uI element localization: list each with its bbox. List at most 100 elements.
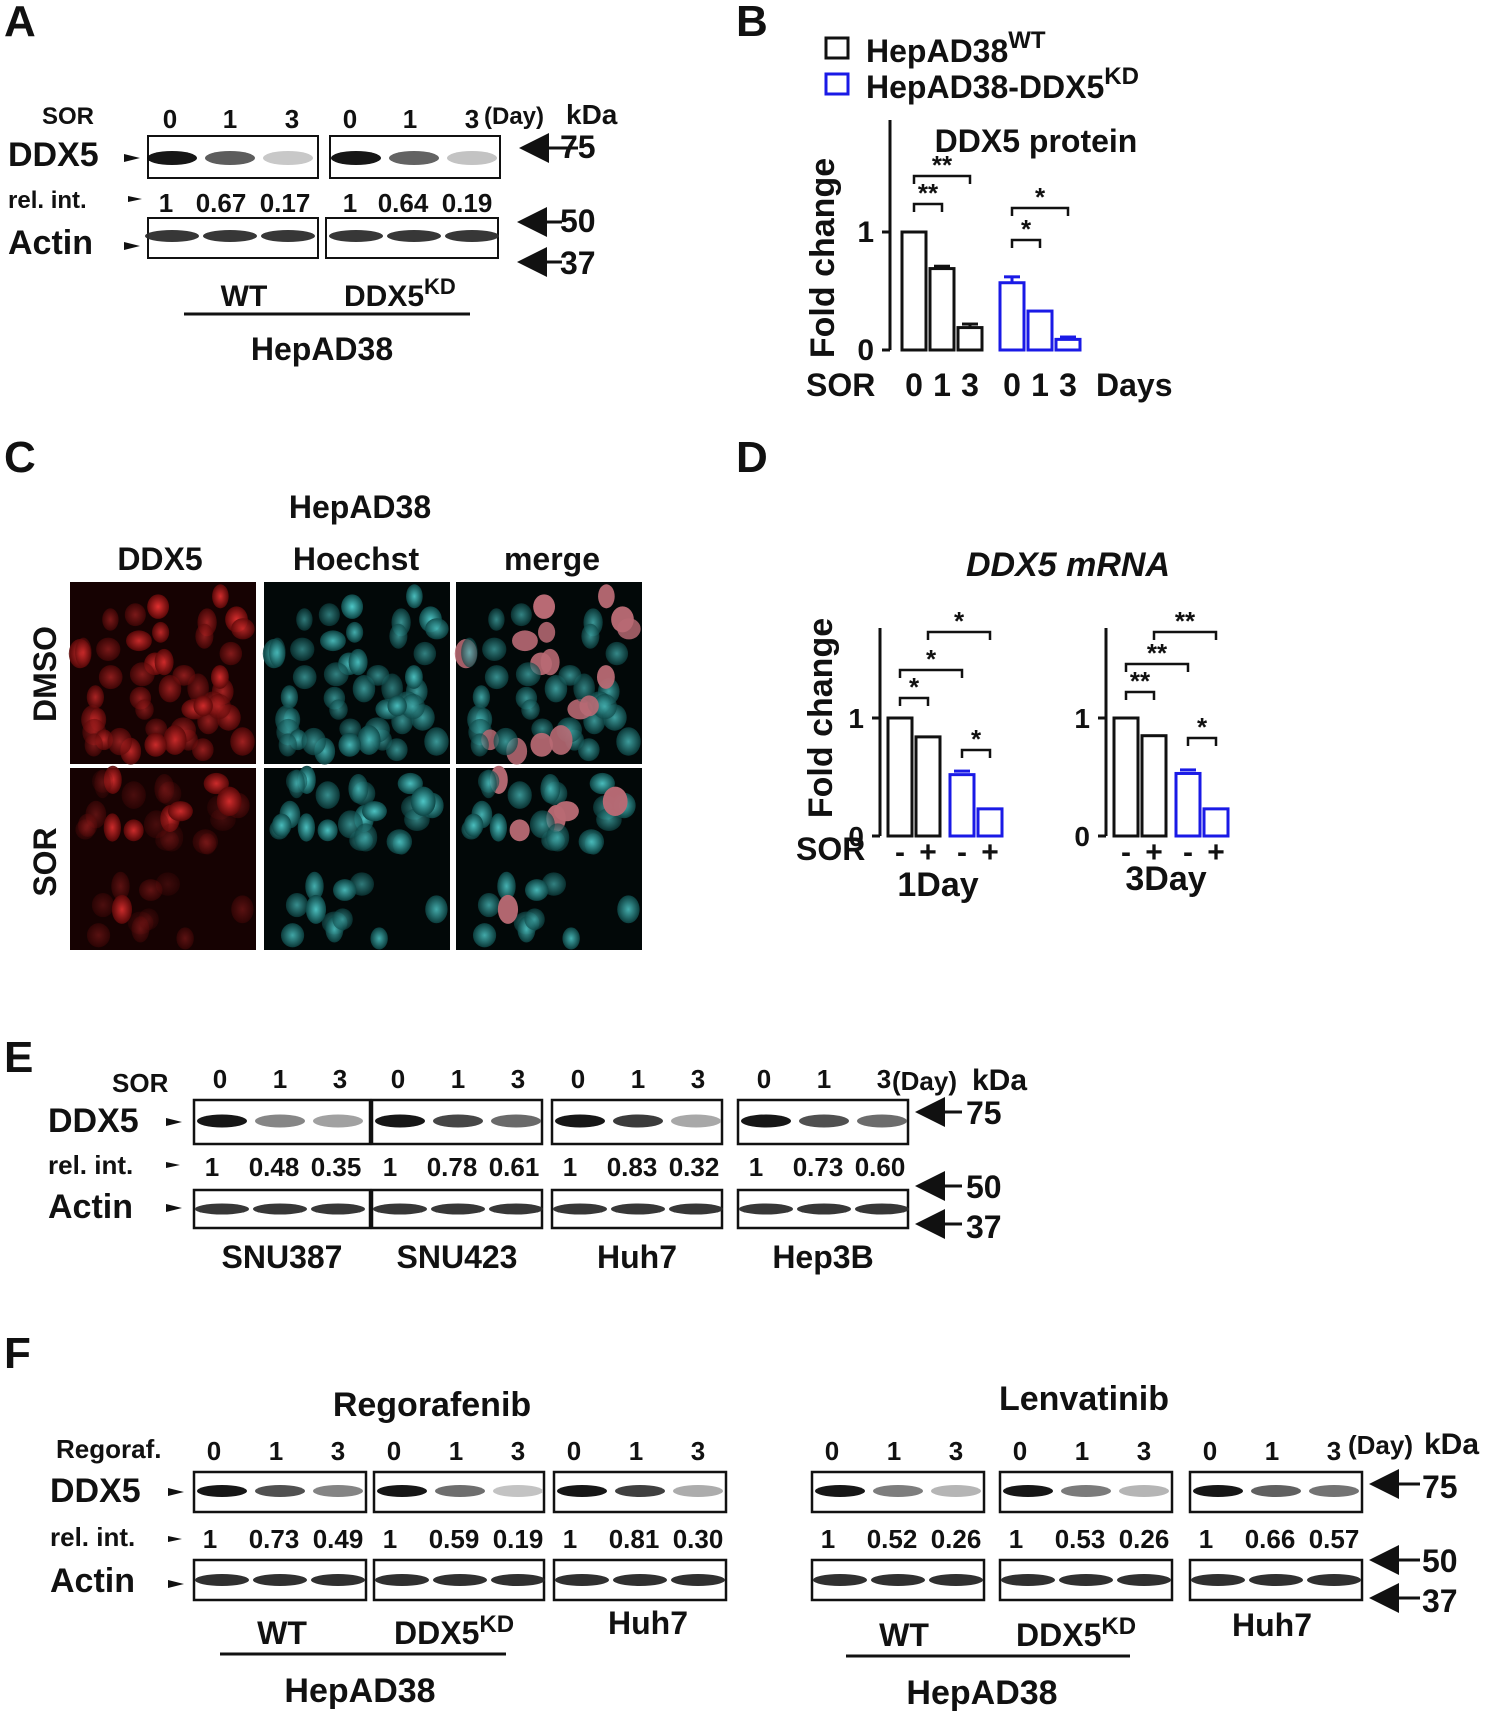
day-label: 0 — [825, 1436, 839, 1466]
panel-a-relint-4: 0.64 — [378, 188, 429, 218]
significance-label: ** — [1130, 666, 1151, 696]
day-label: 0 — [213, 1064, 227, 1094]
panel-a-ddx5-bands — [147, 151, 497, 165]
nucleus — [103, 813, 121, 842]
nucleus — [86, 923, 111, 948]
nucleus — [98, 665, 123, 690]
nucleus — [577, 738, 600, 762]
nucleus — [138, 908, 159, 931]
panel-a-day-2: 3 — [285, 104, 299, 134]
ddx5-band — [1061, 1485, 1111, 1497]
nucleus — [579, 695, 599, 717]
micrograph-red — [70, 765, 256, 950]
day-label: 1 — [451, 1064, 465, 1094]
nucleus — [91, 892, 115, 918]
nucleus — [510, 603, 532, 627]
nucleus — [107, 727, 132, 756]
nucleus — [172, 665, 196, 686]
panel-f-left-group-wt: WT — [257, 1615, 307, 1651]
day-label: 3 — [1327, 1436, 1341, 1466]
x-tick-label: + — [1207, 836, 1225, 869]
actin-band — [871, 1574, 925, 1586]
chart-d-1day: 01- + - +**** — [848, 606, 1004, 869]
panel-a-relint-1: 0.67 — [196, 188, 247, 218]
panel-d-letter: D — [736, 433, 768, 482]
panel-a-treatment-label: SOR — [42, 103, 94, 130]
day-label: 3 — [691, 1436, 705, 1466]
significance-bracket — [1152, 630, 1218, 640]
nucleus — [192, 829, 219, 855]
nucleus — [320, 630, 346, 652]
x-tick-label: 3 — [1059, 367, 1077, 403]
nucleus — [154, 774, 175, 804]
chart-d-title: DDX5 mRNA — [966, 546, 1170, 584]
nucleus — [152, 621, 170, 643]
relint-value: 0.73 — [249, 1524, 300, 1554]
nucleus — [139, 879, 163, 901]
actin-band — [203, 230, 257, 242]
nucleus — [168, 801, 193, 822]
relint-value: 0.73 — [793, 1152, 844, 1182]
ddx5-band — [147, 151, 197, 165]
bar — [1026, 309, 1054, 352]
nucleus — [94, 769, 111, 799]
legend-swatch-kd — [824, 72, 850, 96]
day-label: 3 — [511, 1064, 525, 1094]
significance-label: ** — [932, 150, 953, 180]
nucleus — [493, 727, 518, 756]
panel-f-right-group-huh7: Huh7 — [1232, 1607, 1312, 1643]
actin-band — [311, 1574, 365, 1586]
nucleus — [589, 772, 615, 795]
ddx5-band — [1193, 1485, 1243, 1497]
ddx5-band — [931, 1485, 981, 1497]
y-tick-label: 0 — [857, 334, 874, 367]
nucleus — [191, 738, 214, 762]
actin-band — [1117, 1574, 1171, 1586]
cell-line-label: Huh7 — [597, 1239, 677, 1275]
nucleus — [386, 829, 413, 855]
panel-f: F Regorafenib Lenvatinib Regoraf. DDX5 r… — [4, 1329, 1479, 1712]
nucleus — [135, 699, 154, 720]
ddx5-band — [263, 151, 313, 165]
nucleus — [512, 630, 538, 652]
nucleus — [305, 871, 324, 901]
significance-bracket — [898, 668, 964, 678]
actin-band — [387, 230, 441, 242]
nucleus — [305, 894, 327, 924]
nucleus — [333, 879, 357, 901]
nucleus — [288, 769, 305, 799]
panel-f-marker-50: 50 — [1422, 1543, 1458, 1579]
nucleus — [484, 665, 509, 690]
day-label: 1 — [269, 1436, 283, 1466]
panel-f-protein-label: DDX5 — [50, 1472, 141, 1510]
nucleus — [558, 665, 582, 686]
nucleus — [144, 732, 167, 757]
nucleus — [318, 603, 340, 627]
ddx5-band — [557, 1485, 607, 1497]
x-tick-label: - — [1121, 836, 1131, 869]
relint-value: 1 — [383, 1524, 397, 1554]
actin-band — [1307, 1574, 1361, 1586]
arrowhead-icon — [168, 1536, 182, 1542]
day-label: 0 — [567, 1436, 581, 1466]
nucleus — [332, 908, 353, 931]
blot-left-1: 0 1 3 1 0.59 0.19 — [372, 1436, 546, 1602]
y-tick-label: 0 — [848, 821, 864, 852]
x-tick-label: + — [1145, 836, 1163, 869]
micrograph-red — [68, 582, 256, 765]
bar — [1054, 337, 1082, 352]
significance-label: * — [971, 724, 982, 754]
actin-band — [433, 1574, 487, 1586]
relint-value: 0.49 — [313, 1524, 364, 1554]
panel-e-marker-50: 50 — [966, 1169, 1002, 1205]
significance-bracket — [960, 748, 992, 758]
nucleus — [461, 637, 478, 668]
panel-a-day-4: 1 — [403, 104, 417, 134]
nucleus — [370, 927, 388, 950]
panel-c-row-dmso: DMSO — [27, 626, 63, 722]
actin-band — [671, 1574, 725, 1586]
chart-b-xprefix: SOR — [806, 367, 875, 403]
panel-a-relint-values: 1 0.67 0.17 1 0.64 0.19 — [159, 188, 493, 218]
nucleus — [96, 637, 121, 661]
day-label: 1 — [449, 1436, 463, 1466]
